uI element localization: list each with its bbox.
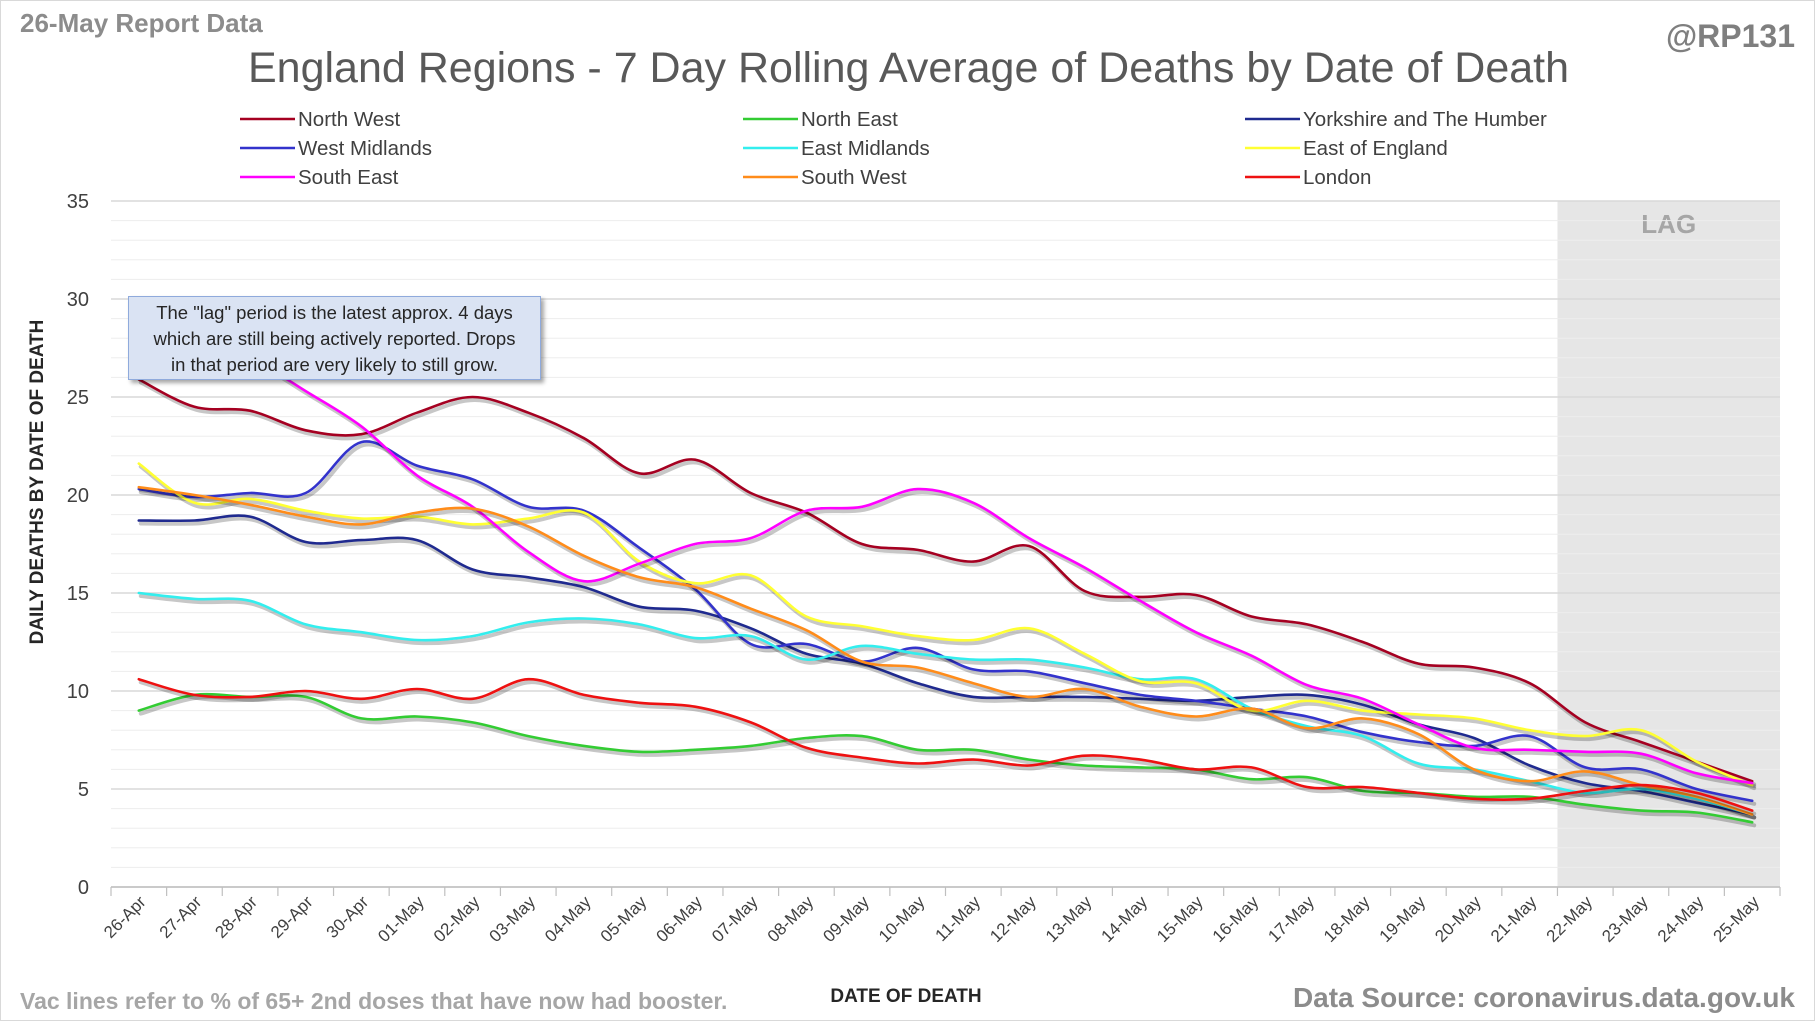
series-line-east-of-england — [137, 462, 1754, 787]
series-line-south-east — [137, 336, 1754, 785]
lag-annotation-box: The "lag" period is the latest approx. 4… — [128, 296, 541, 380]
series-line-london — [137, 677, 1754, 812]
x-tick-label: 23-May — [1598, 892, 1652, 946]
legend-label-east-midlands: East Midlands — [801, 137, 930, 160]
legend-label-south-east: South East — [298, 166, 399, 189]
y-axis-title: DAILY DEATHS BY DATE OF DEATH — [27, 320, 48, 645]
legend-label-west-midlands: West Midlands — [298, 137, 432, 160]
series-shadow-london — [138, 680, 1757, 816]
x-tick-label: 16-May — [1209, 892, 1263, 946]
series-shadow-south-west — [138, 488, 1757, 820]
y-tick-label: 5 — [78, 779, 89, 801]
x-tick-label: 22-May — [1543, 892, 1597, 946]
x-tick-label: 24-May — [1654, 892, 1708, 946]
series-line-north-west — [137, 378, 1754, 783]
legend: North West North East Yorkshire and The Hu… — [240, 108, 1547, 189]
x-tick-label: 02-May — [430, 892, 484, 946]
series-shadow-north-west — [138, 380, 1757, 787]
legend-label-south-west: South West — [801, 166, 907, 189]
x-tick-label: 11-May — [932, 892, 985, 945]
y-tick-label: 20 — [67, 485, 89, 507]
y-tick-label: 30 — [67, 289, 89, 311]
x-tick-label: 21-May — [1487, 892, 1541, 946]
x-tick-label: 14-May — [1098, 892, 1152, 946]
x-tick-label: 29-Apr — [267, 892, 317, 942]
data-source: Data Source: coronavirus.data.gov.uk — [1292, 982, 1795, 1013]
x-tick-label: 07-May — [708, 892, 762, 946]
x-tick-label: 19-May — [1376, 892, 1430, 946]
y-tick-label: 0 — [78, 877, 89, 899]
legend-label-east-of-england: East of England — [1303, 137, 1448, 160]
y-tick-label: 35 — [67, 191, 89, 213]
series-shadow-yorkshire-and-the-humber — [138, 516, 1757, 820]
x-tick-label: 04-May — [541, 892, 595, 946]
legend-label-london: London — [1303, 166, 1371, 189]
x-tick-label: 25-May — [1709, 892, 1763, 946]
legend-label-north-west: North West — [298, 108, 400, 131]
x-tick-label: 30-Apr — [323, 892, 373, 942]
x-tick-label: 10-May — [875, 892, 929, 946]
x-tick-label: 05-May — [597, 892, 651, 946]
gridlines — [111, 200, 1780, 888]
legend-label-yorkshire-and-the-humber: Yorkshire and The Humber — [1303, 108, 1547, 131]
lag-annotation-line-1: The "lag" period is the latest approx. 4… — [156, 302, 513, 323]
series-lines — [137, 336, 1757, 828]
series-line-yorkshire-and-the-humber — [137, 514, 1754, 816]
x-tick-label: 13-May — [1042, 892, 1096, 946]
x-tick-label: 03-May — [486, 892, 540, 946]
x-tick-label: 27-Apr — [156, 892, 206, 942]
x-tick-label: 09-May — [819, 892, 873, 946]
x-tick-label: 18-May — [1320, 892, 1374, 946]
series-line-north-east — [137, 692, 1754, 824]
y-tick-label: 15 — [67, 583, 89, 605]
y-tick-label: 10 — [67, 681, 89, 703]
series-shadow-east-of-england — [138, 464, 1757, 791]
y-tick-label: 25 — [67, 387, 89, 409]
series-shadow-east-midlands — [138, 594, 1757, 820]
x-tick-label: 08-May — [764, 892, 818, 946]
series-line-west-midlands — [137, 440, 1754, 803]
x-tick-label: 01-May — [374, 892, 428, 946]
legend-label-north-east: North East — [801, 108, 898, 131]
footer-vaccine-note: Vac lines refer to % of 65+ 2nd doses th… — [20, 988, 728, 1014]
series-line-south-west — [137, 485, 1754, 816]
x-tick-label: 06-May — [652, 892, 706, 946]
author-handle: @RP131 — [1665, 18, 1795, 54]
report-date-label: 26-May Report Data — [20, 8, 263, 38]
x-tick-label: 26-Apr — [100, 892, 150, 942]
x-tick-label: 15-May — [1153, 892, 1207, 946]
chart-title: England Regions - 7 Day Rolling Average … — [247, 44, 1570, 92]
x-tick-label: 28-Apr — [211, 892, 261, 942]
x-tick-label: 17-May — [1264, 892, 1318, 946]
lag-label: LAG — [1641, 209, 1696, 239]
lag-annotation-line-3: in that period are very likely to still … — [171, 354, 498, 375]
x-tick-label: 20-May — [1431, 892, 1485, 946]
lag-annotation-line-2: which are still being actively reported.… — [153, 328, 516, 349]
x-tick-label: 12-May — [986, 892, 1040, 946]
x-axis-title: DATE OF DEATH — [830, 986, 981, 1007]
